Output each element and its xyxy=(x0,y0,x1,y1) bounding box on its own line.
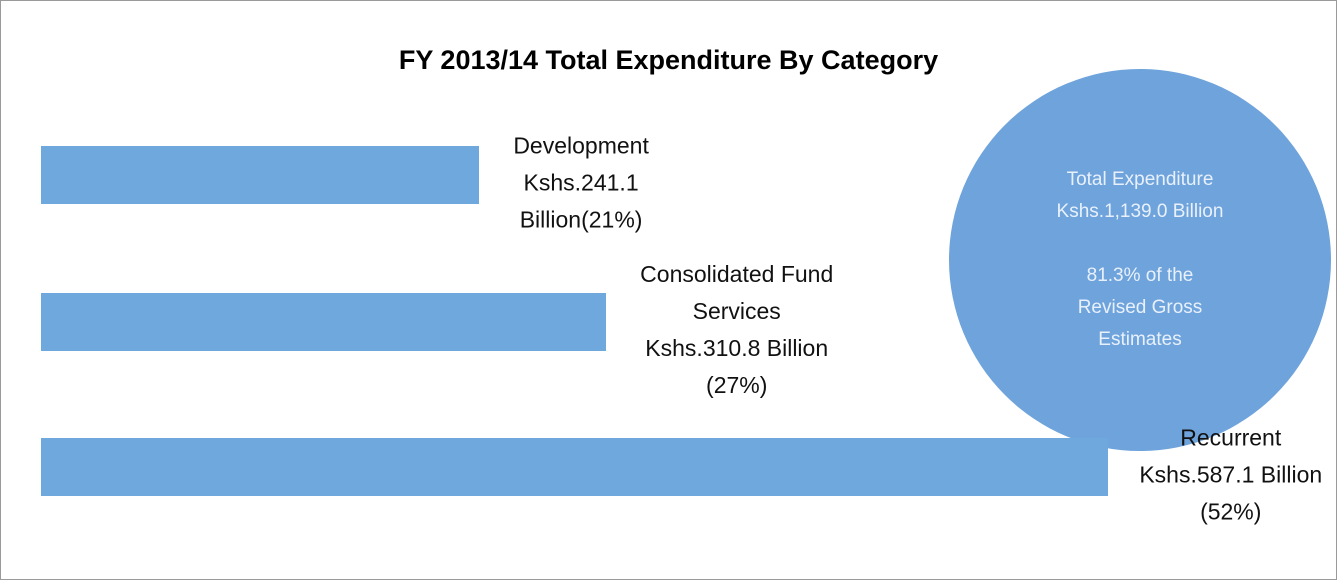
category-label: Consolidated Fund Services xyxy=(640,261,834,324)
bar xyxy=(41,438,1108,496)
category-label: Development xyxy=(513,132,649,159)
bar xyxy=(41,293,606,351)
note-annotation: 81.3% of the Revised Gross Estimates xyxy=(1077,265,1203,350)
bar-label: Development Kshs.241.1 Billion(21%) xyxy=(476,128,686,239)
value-label: Kshs.241.1 Billion(21%) xyxy=(519,169,643,233)
bar-label: Consolidated Fund Services Kshs.310.8 Bil… xyxy=(632,256,842,404)
value-label: Kshs.310.8 Billion (27%) xyxy=(645,335,829,398)
category-label: Recurrent xyxy=(1180,424,1282,451)
total-annotation: Total Expenditure Kshs.1,139.0 Billion xyxy=(1056,169,1224,222)
bar xyxy=(41,146,480,204)
bar-label: Recurrent Kshs.587.1 Billion (52%) xyxy=(1126,420,1336,531)
chart-title: FY 2013/14 Total Expenditure By Category xyxy=(398,45,939,75)
value-label: Kshs.587.1 Billion (52%) xyxy=(1139,461,1323,525)
total-bubble: Total Expenditure Kshs.1,139.0 Billion 8… xyxy=(949,69,1331,451)
